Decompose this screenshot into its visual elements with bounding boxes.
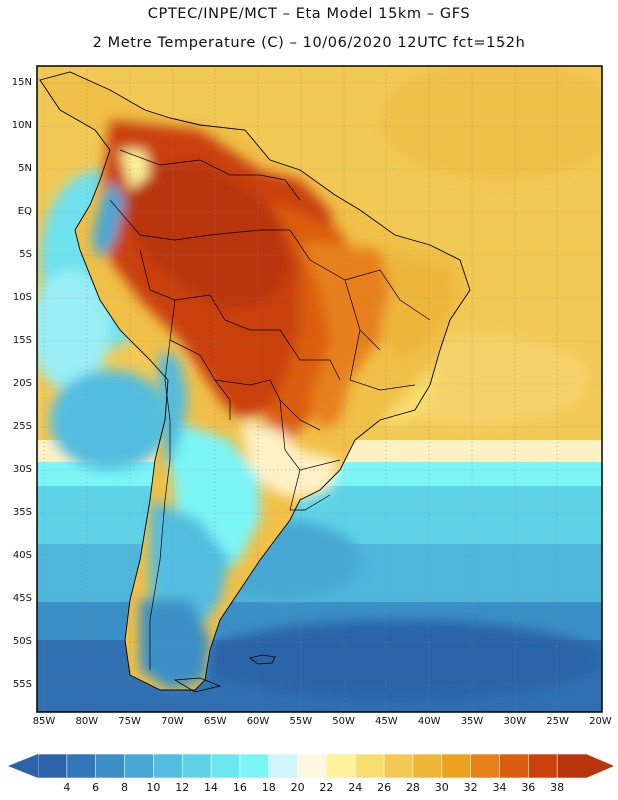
colorbar-label: 20 <box>290 781 305 794</box>
colorbar-label: 8 <box>121 781 129 794</box>
colorbar-swatch <box>95 753 126 779</box>
lon-label-40w: 40W <box>417 716 441 727</box>
land-temperature-gradients <box>92 120 455 690</box>
lat-label-10s: 10S <box>12 292 32 303</box>
colorbar-label: 14 <box>204 781 219 794</box>
lat-label-15s: 15S <box>12 335 32 346</box>
colorbar-label: 32 <box>463 781 478 794</box>
colorbar-swatch <box>124 753 155 779</box>
colorbar <box>8 753 614 779</box>
map-title-line2: 2 Metre Temperature (C) – 10/06/2020 12U… <box>92 35 526 51</box>
lat-label-35s: 35S <box>12 507 32 518</box>
colorbar-label: 4 <box>63 781 71 794</box>
colorbar-label: 18 <box>261 781 276 794</box>
lon-label-60w: 60W <box>246 716 270 727</box>
lon-label-45w: 45W <box>375 716 398 727</box>
colorbar-swatch <box>210 753 241 779</box>
colorbar-swatch <box>326 753 357 779</box>
lat-label-55s: 55S <box>12 679 32 690</box>
lat-label-30s: 30S <box>12 464 32 475</box>
lon-label-20w: 20W <box>589 716 612 727</box>
lat-label-50s: 50S <box>12 636 32 647</box>
colorbar-swatch <box>383 753 414 779</box>
lon-label-85w: 85W <box>32 716 56 727</box>
lat-label-25s: 25S <box>12 421 32 432</box>
map-title-line1: CPTEC/INPE/MCT – Eta Model 15km – GFS <box>147 6 471 22</box>
lat-label-40s: 40S <box>12 550 32 561</box>
colorbar-swatch <box>470 753 501 779</box>
colorbar-swatch <box>297 753 328 779</box>
lat-label-eq: EQ <box>17 206 32 217</box>
lon-label-80w: 80W <box>75 716 99 727</box>
colorbar-label: 6 <box>92 781 100 794</box>
lon-label-65w: 65W <box>203 716 227 727</box>
lat-label-20s: 20S <box>12 378 32 389</box>
continent-coastline <box>39 71 471 691</box>
colorbar-label: 12 <box>175 781 190 794</box>
colorbar-label: 30 <box>434 781 449 794</box>
lon-label-35w: 35W <box>460 716 484 727</box>
lat-label-5s: 5S <box>19 249 32 260</box>
lon-label-30w: 30W <box>503 716 527 727</box>
colorbar-swatch <box>412 753 443 779</box>
lon-label-55w: 55W <box>289 716 313 727</box>
colorbar-swatch <box>268 753 299 779</box>
colorbar-label: 28 <box>405 781 420 794</box>
lat-label-10n: 10N <box>11 120 32 131</box>
country-borders <box>109 149 431 670</box>
lat-label-15n: 15N <box>11 77 32 88</box>
colorbar-under-arrow <box>8 754 38 778</box>
colorbar-swatch <box>153 753 184 779</box>
colorbar-swatch <box>181 753 212 779</box>
colorbar-swatch <box>239 753 270 779</box>
colorbar-label: 36 <box>521 781 536 794</box>
colorbar-swatch <box>556 753 587 779</box>
lon-label-25w: 25W <box>546 716 569 727</box>
colorbar-swatch <box>528 753 558 779</box>
colorbar-swatch <box>441 753 472 779</box>
colorbar-label: 26 <box>377 781 392 794</box>
colorbar-label: 22 <box>319 781 334 794</box>
colorbar-swatch <box>499 753 530 779</box>
colorbar-swatch <box>66 753 97 779</box>
lat-label-45s: 45S <box>12 593 32 604</box>
lon-label-75w: 75W <box>118 716 141 727</box>
tierra-del-fuego <box>173 677 222 693</box>
temperature-field <box>37 66 602 712</box>
falkland-islands <box>249 654 276 665</box>
map-frame <box>36 65 603 713</box>
colorbar-label: 34 <box>492 781 507 794</box>
colorbar-label: 16 <box>232 781 247 794</box>
colorbar-label: 10 <box>146 781 161 794</box>
lon-label-70w: 70W <box>161 716 184 727</box>
lon-label-50w: 50W <box>332 716 355 727</box>
colorbar-label: 38 <box>550 781 565 794</box>
lat-label-5n: 5N <box>18 163 32 174</box>
colorbar-swatch <box>37 753 68 779</box>
colorbar-swatch <box>354 753 385 779</box>
colorbar-label: 24 <box>348 781 363 794</box>
colorbar-over-arrow <box>586 754 614 778</box>
